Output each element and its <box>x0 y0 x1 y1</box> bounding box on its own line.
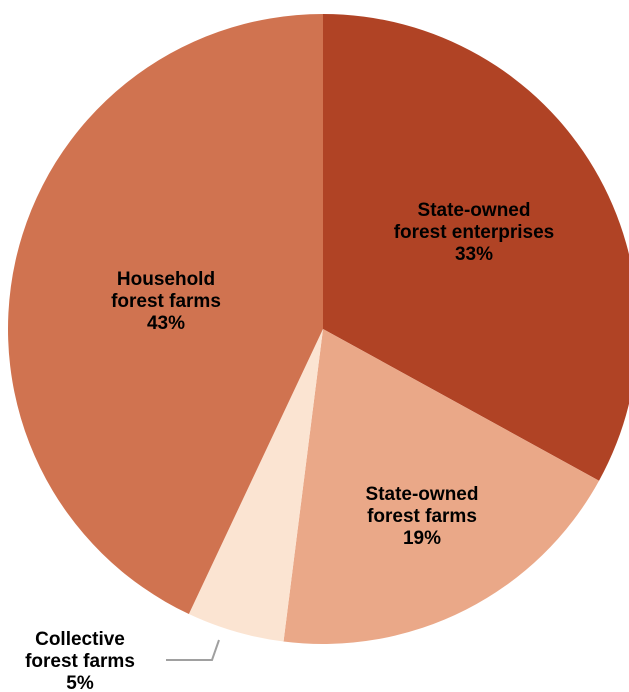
pie-slice-collective-forest-farms <box>188 329 323 642</box>
slice-label-state-owned-forest-farms: State-owned forest farms 19% <box>366 484 479 549</box>
leader-lines <box>166 639 220 661</box>
slice-label-household-forest-farms: Household forest farms 43% <box>111 269 221 334</box>
slice-name-line: State-owned <box>366 484 479 505</box>
slice-label-state-owned-forest-enterprises: State-owned forest enterprises 33% <box>394 200 555 265</box>
slice-value-label: 19% <box>403 528 441 549</box>
leader-line-collective-forest-farms <box>166 639 220 661</box>
slice-name-line: State-owned <box>418 200 531 221</box>
slice-name-line: forest enterprises <box>394 222 555 243</box>
slice-value-label: 43% <box>147 313 185 334</box>
pie-slices <box>7 14 629 644</box>
slice-labels: State-owned forest enterprises 33%State-ow… <box>25 200 554 692</box>
slice-name-line: forest farms <box>367 506 477 527</box>
slice-label-collective-forest-farms: Collective forest farms 5% <box>25 629 135 692</box>
slice-name-line: forest farms <box>25 651 135 672</box>
slice-name-line: Household <box>117 269 215 290</box>
pie-slice-state-owned-forest-enterprises <box>323 14 629 481</box>
pie-slice-household-forest-farms <box>7 14 323 615</box>
slice-name-line: forest farms <box>111 291 221 312</box>
pie-slice-state-owned-forest-farms <box>283 329 600 644</box>
slice-value-label: 33% <box>455 244 493 265</box>
slice-name-line: Collective <box>35 629 125 650</box>
slice-value-label: 5% <box>66 673 94 692</box>
